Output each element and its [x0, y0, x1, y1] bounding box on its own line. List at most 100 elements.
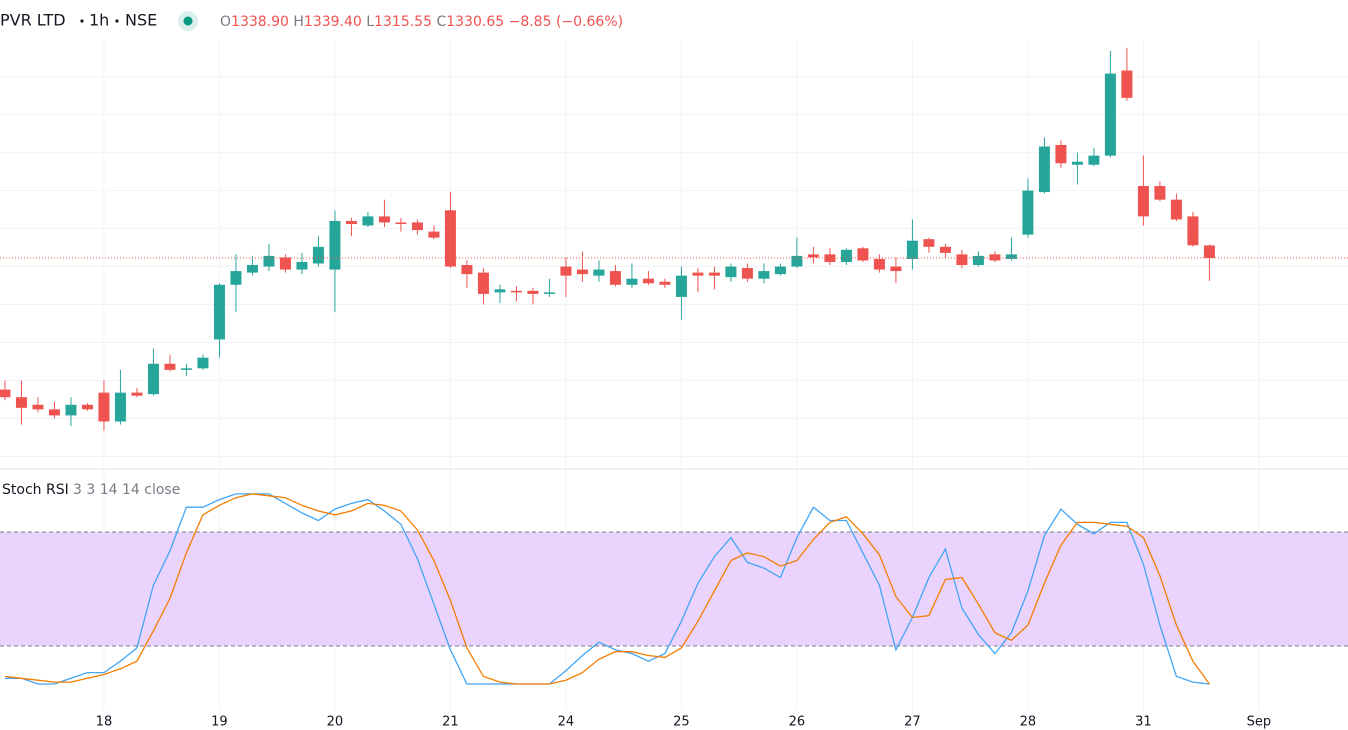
- candle-body: [1005, 254, 1017, 259]
- candle-body: [411, 222, 423, 231]
- candle-body: [98, 392, 110, 422]
- legend-value: 1338.90: [231, 14, 289, 30]
- candle-body: [741, 268, 753, 279]
- candle-body: [1071, 161, 1083, 165]
- candle-body: [956, 254, 968, 266]
- legend-value: 1330.65: [446, 14, 504, 30]
- grid: [0, 40, 1348, 710]
- candle-body: [477, 272, 489, 294]
- candle-body: [906, 240, 918, 259]
- symbol: PVR LTD: [0, 11, 66, 30]
- legend-value: 1315.55: [374, 14, 432, 30]
- candle-body: [807, 254, 819, 258]
- candle-body: [659, 281, 671, 285]
- candle-body: [329, 220, 341, 270]
- indicator-line: [4, 493, 1210, 685]
- separator-dot: [115, 19, 119, 23]
- band-fill: [0, 531, 1348, 646]
- candle-body: [494, 289, 506, 293]
- candle-body: [692, 272, 704, 276]
- separator-dot: [80, 19, 84, 23]
- candle-body: [230, 271, 242, 285]
- candle-body: [1055, 144, 1067, 164]
- legend-key: O: [220, 14, 231, 30]
- interval: 1h: [89, 11, 109, 30]
- candle-body: [774, 266, 786, 275]
- candle-body: [164, 363, 176, 370]
- candle-body: [1137, 186, 1149, 217]
- candle-body: [593, 269, 605, 276]
- candle-body: [560, 266, 572, 276]
- candle-body: [246, 265, 258, 273]
- candle-body: [1154, 186, 1166, 200]
- candle-body: [576, 269, 588, 275]
- candle-body: [939, 246, 951, 253]
- candle-body: [626, 278, 638, 285]
- candle-body: [1038, 146, 1050, 193]
- x-tick-label: 25: [673, 715, 690, 730]
- indicator-name: Stoch RSI: [2, 482, 69, 498]
- candle-body: [81, 404, 93, 410]
- candle-body: [890, 266, 902, 272]
- candle-body: [378, 216, 390, 223]
- candle-body: [345, 220, 357, 224]
- candle-body: [213, 284, 225, 340]
- candle-body: [989, 254, 1001, 261]
- candle-body: [131, 392, 143, 396]
- candle-body: [428, 231, 440, 238]
- candle-body: [923, 239, 935, 247]
- candle-body: [395, 222, 407, 224]
- candle-body: [543, 292, 555, 294]
- x-tick-label: 26: [789, 715, 806, 730]
- x-tick-label: 31: [1135, 715, 1152, 730]
- candle-body: [1121, 70, 1133, 98]
- x-tick-label: 28: [1020, 715, 1037, 730]
- plot: [0, 47, 1348, 685]
- candle-body: [114, 392, 126, 422]
- candle-body: [461, 265, 473, 275]
- candle-body: [758, 271, 770, 279]
- candle-body: [708, 272, 720, 276]
- candle-body: [263, 255, 275, 267]
- candle-body: [1022, 190, 1034, 235]
- candle-body: [147, 363, 159, 395]
- candle-body: [972, 255, 984, 266]
- candle-body: [824, 254, 836, 262]
- x-tick-label: 24: [558, 715, 575, 730]
- candle-body: [0, 389, 11, 398]
- change-pct: (−0.66%): [556, 14, 623, 30]
- candle-body: [1170, 199, 1182, 220]
- legend-value: 1339.40: [304, 14, 362, 30]
- candle-body: [444, 210, 456, 267]
- x-tick-label: 18: [96, 715, 113, 730]
- candle-body: [362, 216, 374, 226]
- x-tick-label: 19: [211, 715, 228, 730]
- candle-body: [840, 249, 852, 262]
- candle-body: [1088, 155, 1100, 165]
- candle-body: [675, 275, 687, 297]
- indicator-params: 3 3 14 14 close: [73, 482, 180, 498]
- candle-body: [609, 271, 621, 285]
- candle-body: [1187, 216, 1199, 246]
- x-tick-label: 27: [904, 715, 921, 730]
- candle-body: [1104, 73, 1116, 156]
- candle-body: [15, 397, 27, 408]
- candle-body: [857, 248, 869, 261]
- candle-body: [527, 290, 539, 294]
- candle-body: [312, 246, 324, 264]
- exchange: NSE: [125, 11, 157, 30]
- x-tick-label: Sep: [1247, 715, 1272, 730]
- x-tick-label: 20: [327, 715, 344, 730]
- candle-body: [510, 290, 522, 293]
- candle-body: [1203, 245, 1215, 258]
- candle-body: [180, 368, 192, 370]
- candle-body: [642, 278, 654, 284]
- ohlc-legend: O1338.90 H1339.40 L1315.55 C1330.65 −8.8…: [220, 14, 623, 30]
- candle-body: [279, 257, 291, 270]
- candle-body: [791, 255, 803, 267]
- candle-body: [48, 409, 60, 416]
- legend-key: C: [436, 14, 446, 30]
- candle-body: [873, 258, 885, 270]
- candle-body: [296, 261, 308, 270]
